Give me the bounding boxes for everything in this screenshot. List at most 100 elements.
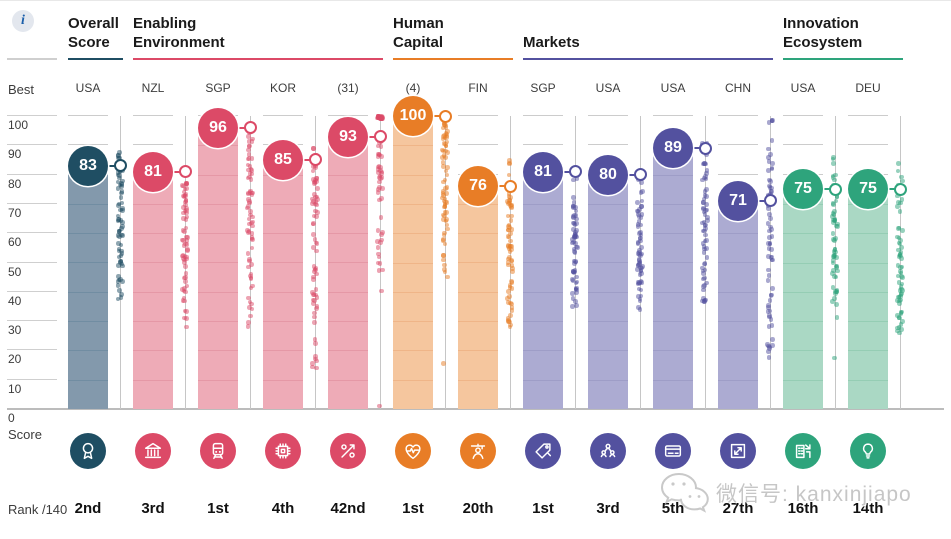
score-bar[interactable] <box>198 127 238 409</box>
score-bubble[interactable]: 75 <box>848 169 888 210</box>
score-bubble[interactable]: 93 <box>328 116 368 157</box>
distribution-dot <box>180 253 185 259</box>
score-bubble[interactable]: 76 <box>458 166 498 207</box>
best-score-marker[interactable] <box>763 194 777 208</box>
score-bubble[interactable]: 71 <box>718 180 758 221</box>
score-bar[interactable] <box>133 171 173 409</box>
distribution-dot <box>830 220 836 225</box>
bar-gridline <box>718 350 758 352</box>
score-bubble[interactable]: 89 <box>653 128 693 169</box>
distribution-dot <box>638 252 643 258</box>
distribution-dot <box>508 322 514 328</box>
score-bubble[interactable]: 81 <box>523 151 563 192</box>
score-bubble[interactable]: 83 <box>68 145 108 186</box>
bar-gridline <box>263 291 303 293</box>
distribution-dot <box>768 224 773 230</box>
bar-gridline <box>68 321 108 323</box>
score-bar[interactable] <box>458 186 498 409</box>
distribution-dot <box>440 155 445 160</box>
distribution-dot <box>445 226 450 232</box>
best-score-marker[interactable] <box>113 159 127 173</box>
distribution-dot <box>181 285 187 291</box>
column-country-code: USA <box>75 81 101 95</box>
score-bar[interactable] <box>718 200 758 409</box>
gridline-segment <box>133 144 173 146</box>
score-bubble[interactable]: 80 <box>588 154 628 195</box>
distribution-dot <box>637 272 643 277</box>
price-tag-icon[interactable] <box>525 433 561 469</box>
score-bubble[interactable]: 100 <box>393 96 433 136</box>
distribution-dot <box>572 269 578 275</box>
distribution-dot <box>440 257 446 263</box>
distribution-dot <box>246 167 251 173</box>
score-bubble[interactable]: 85 <box>263 139 303 180</box>
distribution-dot <box>899 275 905 281</box>
distribution-dot <box>377 403 382 409</box>
best-score-marker[interactable] <box>503 179 517 193</box>
distribution-dot <box>119 182 125 187</box>
info-icon[interactable]: i <box>12 10 34 32</box>
best-score-marker[interactable] <box>308 153 322 167</box>
distribution-dot <box>769 322 775 328</box>
distribution-dot <box>830 258 836 263</box>
score-bubble[interactable]: 75 <box>783 169 823 210</box>
bar-gridline <box>393 291 433 293</box>
best-score-marker[interactable] <box>373 130 387 143</box>
distribution-dot <box>378 176 383 181</box>
best-score-marker[interactable] <box>633 168 647 182</box>
distribution-dot <box>379 169 385 175</box>
people-icon[interactable] <box>590 433 626 469</box>
lightbulb-icon[interactable] <box>850 433 886 469</box>
best-score-marker[interactable] <box>178 165 192 179</box>
bar-gridline <box>783 291 823 293</box>
distribution-dot <box>115 179 121 185</box>
distribution-dot <box>573 299 579 304</box>
score-bar[interactable] <box>68 165 108 409</box>
best-score-marker[interactable] <box>568 165 582 179</box>
best-score-marker[interactable] <box>698 141 712 155</box>
distribution-dot <box>118 218 124 223</box>
bank-icon[interactable] <box>135 433 171 469</box>
bar-gridline <box>328 291 368 293</box>
graduate-icon[interactable] <box>460 433 496 469</box>
score-bar[interactable] <box>393 116 433 409</box>
score-bar[interactable] <box>653 148 693 409</box>
distribution-dot <box>570 204 576 209</box>
distribution-dot <box>249 156 255 161</box>
distribution-dot <box>248 209 253 214</box>
score-bar[interactable] <box>848 189 888 409</box>
score-bar[interactable] <box>783 189 823 409</box>
heart-pulse-icon[interactable] <box>395 433 431 469</box>
score-bar[interactable] <box>523 171 563 409</box>
distribution-dot <box>897 330 903 336</box>
score-bubble[interactable]: 96 <box>198 107 238 148</box>
bar-gridline <box>783 233 823 235</box>
distribution-dot <box>441 164 446 169</box>
distribution-dot <box>765 221 771 226</box>
distribution-dot <box>895 273 901 279</box>
credit-card-icon[interactable] <box>655 433 691 469</box>
distribution-dot <box>638 230 643 235</box>
expand-icon[interactable] <box>720 433 756 469</box>
best-score-marker[interactable] <box>438 109 452 123</box>
distribution-dot <box>444 191 449 196</box>
distribution-dot <box>247 164 253 169</box>
train-icon[interactable] <box>200 433 236 469</box>
score-bar[interactable] <box>588 174 628 409</box>
best-score-marker[interactable] <box>893 182 907 196</box>
score-bubble[interactable]: 81 <box>133 151 173 192</box>
bar-gridline <box>133 291 173 293</box>
chip-icon[interactable] <box>265 433 301 469</box>
distribution-dot <box>835 268 840 274</box>
score-bar[interactable] <box>328 136 368 409</box>
bar-gridline <box>653 379 693 381</box>
score-bar[interactable] <box>263 159 303 409</box>
best-score-marker[interactable] <box>243 121 257 135</box>
building-growth-icon[interactable] <box>785 433 821 469</box>
best-score-marker[interactable] <box>828 182 842 196</box>
percent-growth-icon[interactable] <box>330 433 366 469</box>
distribution-dot <box>572 259 578 264</box>
medal-icon[interactable] <box>70 433 106 469</box>
distribution-dot <box>635 241 641 246</box>
bar-gridline <box>523 379 563 381</box>
